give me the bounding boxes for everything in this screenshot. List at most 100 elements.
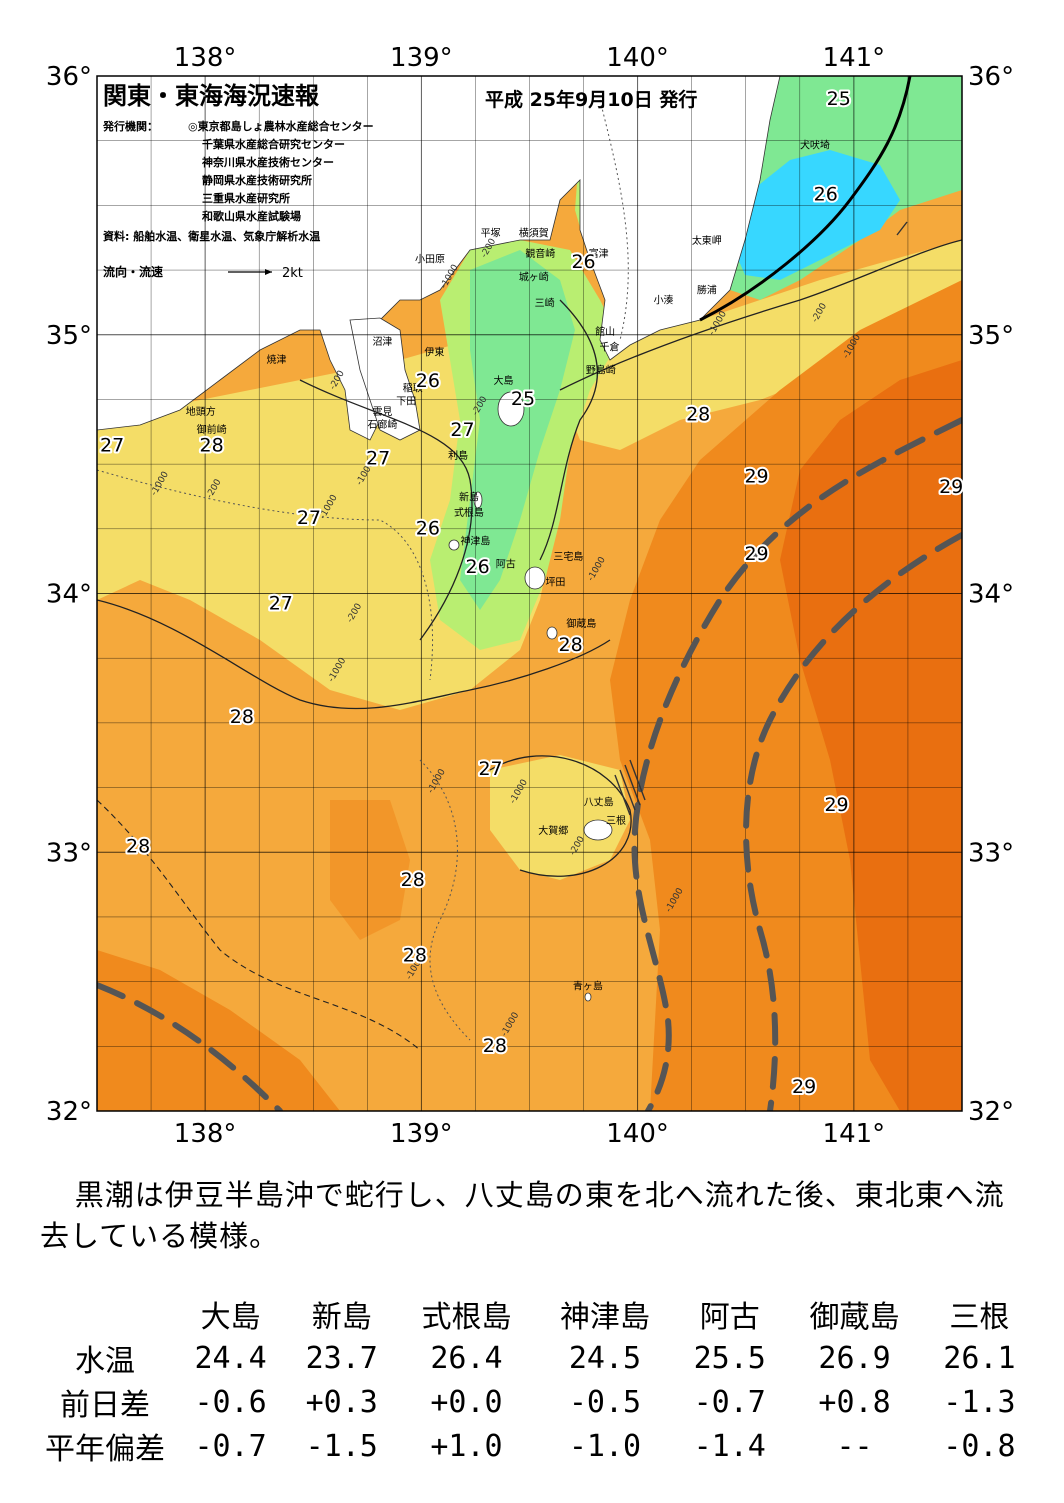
row-label: 水温	[75, 1344, 135, 1379]
lon-label-bottom: 140°	[606, 1119, 669, 1149]
table-cell: 23.7	[305, 1340, 378, 1376]
kuroshio-axis-outer	[743, 532, 962, 1111]
place-label: 八丈島	[584, 796, 614, 809]
flow-scale-value: 2kt	[282, 266, 303, 281]
temperature-label: 27	[100, 435, 124, 457]
issuer-label: 発行機関：	[102, 119, 158, 133]
place-label: 富津	[589, 247, 609, 260]
place-label: 勝浦	[697, 283, 717, 296]
issuer-line: ◎東京都島しょ農林水産総合センター	[188, 119, 374, 133]
temperature-label: 28	[403, 944, 427, 966]
station-header: 大島	[200, 1300, 261, 1335]
current-arrow	[614, 774, 631, 816]
lon-label-bottom: 138°	[174, 1119, 237, 1149]
place-label: 新島	[459, 490, 479, 503]
place-label: 青ヶ島	[573, 979, 603, 992]
place-label: 大島	[494, 374, 514, 387]
table-cell: -0.8	[943, 1428, 1016, 1464]
table-cell: +0.8	[818, 1384, 891, 1420]
isotherm-line	[97, 599, 611, 710]
table-cell: 24.5	[568, 1340, 642, 1376]
coastal-front	[699, 76, 912, 322]
temperature-label: 28	[200, 435, 224, 457]
table-header-row: 大島 新島 式根島 神津島 阿古 御蔵島 三根	[35, 1292, 1035, 1336]
row-label: 平年偏差	[45, 1432, 165, 1467]
lat-label-right: 33°	[968, 838, 1014, 868]
place-label: 千倉	[600, 340, 620, 353]
kuroshio-axis-inner	[631, 417, 962, 1111]
place-label: 御蔵島	[566, 617, 596, 630]
isotherm-line	[539, 299, 599, 561]
table-cell: --	[836, 1428, 873, 1464]
place-label: 地頭方	[186, 405, 216, 418]
table-cell: -1.5	[305, 1428, 378, 1464]
lat-label-right: 35°	[968, 321, 1014, 351]
lat-label-left: 35°	[46, 321, 92, 351]
table-cell: 25.5	[693, 1340, 766, 1376]
place-label: 下田	[396, 397, 416, 408]
place-label: 太東岬	[692, 234, 722, 247]
current-arrow	[896, 221, 908, 236]
place-label: 伊東	[424, 345, 444, 358]
station-header: 式根島	[421, 1300, 512, 1335]
place-label: 雲見	[372, 406, 392, 418]
zone-27-hachijo	[490, 755, 630, 880]
station-header: 御蔵島	[809, 1300, 900, 1335]
table-row: 平年偏差 -0.7 -1.5 +1.0 -1.0 -1.4 -- -0.8	[35, 1424, 1035, 1468]
kuroshio-axis	[97, 417, 962, 1111]
table-corner	[35, 1292, 175, 1336]
map-svg: -200-1000-1000 -200-1000-200-200-1000-100…	[46, 43, 1014, 1149]
isotherm-line	[299, 379, 473, 641]
isotherm-line	[559, 239, 962, 391]
table-cell: -0.5	[568, 1384, 642, 1420]
island-niijima	[473, 491, 483, 509]
zone-27-east	[560, 240, 962, 450]
row-label: 前日差	[60, 1388, 150, 1423]
temperature-label: 28	[126, 836, 150, 858]
place-label: 城ヶ崎	[519, 270, 549, 283]
station-header: 神津島	[559, 1300, 650, 1335]
table-cell: 24.4	[194, 1340, 267, 1376]
place-label: 野島崎	[586, 364, 616, 377]
temperature-label: 25	[511, 388, 535, 410]
description-text: 黒潮は伊豆半島沖で蛇行し、八丈島の東を北へ流れた後、東北東へ流去している模様。	[40, 1178, 1005, 1253]
temperature-label: 26	[466, 556, 490, 578]
table-cell: -1.3	[943, 1384, 1016, 1420]
issuer-line: 神奈川県水産技術センター	[202, 155, 334, 169]
temperature-label: 28	[686, 403, 710, 425]
place-label: 坪田	[545, 576, 565, 589]
temperature-label: 26	[571, 251, 595, 273]
island-aogashima	[584, 992, 592, 1002]
table-cell: -1.4	[693, 1428, 766, 1464]
table-cell: 26.1	[943, 1340, 1016, 1376]
island-hachijo	[583, 819, 613, 841]
lat-label-left: 33°	[46, 838, 92, 868]
place-label: 利島	[448, 449, 468, 462]
temperature-label: 29	[792, 1076, 816, 1098]
table-row: 前日差 -0.6 +0.3 +0.0 -0.5 -0.7 +0.8 -1.3	[35, 1380, 1035, 1424]
temperature-label: 27	[366, 447, 390, 469]
temperature-label: 27	[297, 507, 321, 529]
map-title: 関東・東海海況速報	[103, 82, 320, 110]
temperature-labels: 25 26 26 26 25 27 28 27 28 27 29 29 27 26 29 26 27 28 28 27…	[98, 86, 965, 1100]
place-label: 稲取	[403, 383, 423, 395]
temperature-label: 25	[827, 88, 851, 110]
issuer-line: 三重県水産研究所	[202, 191, 290, 205]
temperature-label: 29	[939, 476, 963, 498]
flow-scale-arrow	[228, 269, 272, 275]
temperature-label: 26	[814, 184, 838, 206]
isotherm-line	[97, 799, 421, 1051]
island-mikura	[546, 626, 558, 640]
station-header: 阿古	[699, 1300, 760, 1335]
kuroshio-axis-southwest	[97, 982, 283, 1111]
lat-label-left: 36°	[46, 62, 92, 92]
isotherm-line	[489, 755, 632, 877]
depth-contour	[599, 99, 629, 341]
current-arrow	[629, 759, 646, 801]
table-cell: 26.4	[430, 1340, 503, 1376]
map-frame	[96, 75, 963, 1112]
place-label: 館山	[595, 325, 615, 338]
place-label: 神津島	[460, 534, 490, 547]
table-cell: +1.0	[430, 1428, 503, 1464]
